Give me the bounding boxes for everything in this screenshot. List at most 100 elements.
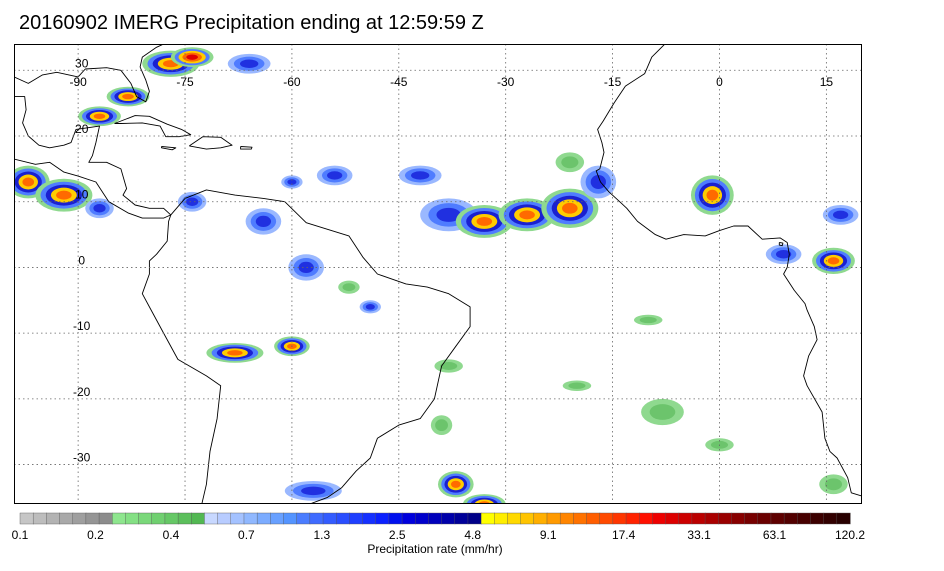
colorbar-swatch xyxy=(744,512,759,525)
colorbar-swatch xyxy=(98,512,113,525)
colorbar-swatch xyxy=(810,512,825,525)
colorbar-tick-label: 17.4 xyxy=(612,528,636,542)
colorbar-swatch xyxy=(362,512,377,525)
precip-cell xyxy=(206,343,264,363)
colorbar-swatch xyxy=(59,512,74,525)
colorbar-swatch xyxy=(256,512,271,525)
colorbar-swatch xyxy=(573,512,588,525)
precip-cell xyxy=(819,474,848,495)
precip-cell xyxy=(562,380,592,391)
colorbar-tick-label: 0.2 xyxy=(87,528,104,542)
longitude-label: 15 xyxy=(820,75,834,89)
precip-cell xyxy=(316,165,353,186)
longitude-label: -75 xyxy=(176,75,194,89)
colorbar-swatch xyxy=(441,512,456,525)
precip-cell xyxy=(398,165,442,186)
hispaniola-coastline xyxy=(189,136,233,150)
precip-cell xyxy=(690,175,734,215)
colorbar-swatch xyxy=(415,512,430,525)
colorbar-swatch xyxy=(296,512,311,525)
colorbar-swatch xyxy=(270,512,285,525)
colorbar-swatch xyxy=(704,512,719,525)
colorbar-swatch xyxy=(19,512,34,525)
colorbar-swatch xyxy=(243,512,258,525)
precip-cell xyxy=(227,53,271,74)
colorbar-swatch xyxy=(546,512,561,525)
precip-cell xyxy=(434,359,463,373)
latitude-label: 10 xyxy=(75,188,89,202)
colorbar-swatch xyxy=(32,512,47,525)
precip-cell xyxy=(455,205,513,238)
colorbar-swatch xyxy=(138,512,153,525)
precip-cell xyxy=(498,198,556,232)
longitude-label: -45 xyxy=(390,75,408,89)
latitude-label: 30 xyxy=(75,56,89,70)
colorbar-swatch xyxy=(559,512,574,525)
precip-cell xyxy=(78,106,121,127)
colorbar-swatch xyxy=(375,512,390,525)
longitude-label: -15 xyxy=(604,75,622,89)
colorbar-swatch xyxy=(533,512,548,525)
precip-cell xyxy=(338,280,360,294)
colorbar-swatch xyxy=(177,512,192,525)
gulf-coast-coastline xyxy=(14,44,165,103)
precip-cell xyxy=(177,191,207,212)
precip-cell xyxy=(812,247,855,274)
colorbar-swatch xyxy=(454,512,469,525)
puerto-rico-coastline xyxy=(240,146,253,150)
colorbar-swatch xyxy=(112,512,126,525)
colorbar-tick-label: 33.1 xyxy=(687,528,711,542)
precip-cell xyxy=(245,208,282,235)
colorbar-swatch xyxy=(46,512,61,525)
colorbar-swatch xyxy=(652,512,667,525)
colorbar-swatch xyxy=(797,512,812,525)
colorbar-swatch xyxy=(586,512,601,525)
precip-cell xyxy=(438,471,474,498)
colorbar-swatch xyxy=(678,512,693,525)
longitude-label: -90 xyxy=(69,75,87,89)
precip-cell xyxy=(284,481,342,501)
latitude-label: -10 xyxy=(73,319,91,333)
precip-cell xyxy=(359,300,381,314)
precip-cell xyxy=(170,47,214,67)
precip-cell xyxy=(765,244,802,265)
jamaica-coastline xyxy=(161,146,177,151)
map-title: 20160902 IMERG Precipitation ending at 1… xyxy=(19,12,484,34)
colorbar-swatch xyxy=(335,512,350,525)
colorbar-swatch xyxy=(770,512,785,525)
latitude-label: 20 xyxy=(75,122,89,136)
colorbar-swatch xyxy=(783,512,798,525)
colorbar-swatch xyxy=(283,512,298,525)
colorbar-swatch xyxy=(401,512,416,525)
north-america-coastline xyxy=(14,96,172,219)
precipitation-map: -90 -75 -60 -45 -30 -15 0 15 30 20 10 0 -10 -20 -30 xyxy=(14,44,862,504)
precip-cell xyxy=(633,314,663,326)
precip-cell xyxy=(281,175,303,189)
colorbar-swatch xyxy=(217,512,232,525)
colorbar-swatch xyxy=(191,512,206,525)
colorbar-swatch xyxy=(625,512,640,525)
latitude-label: -20 xyxy=(73,385,91,399)
latitude-label: -30 xyxy=(73,451,91,465)
colorbar-tick-label: 1.3 xyxy=(313,528,330,542)
colorbar: 0.1 0.2 0.4 0.7 1.3 2.5 4.8 9.1 17.4 33.1 63.1 120.… xyxy=(12,512,865,542)
precip-cell xyxy=(462,494,506,504)
precip-cell xyxy=(106,86,150,107)
precip-cell xyxy=(541,188,599,229)
colorbar-swatch xyxy=(691,512,706,525)
colorbar-tick-label: 63.1 xyxy=(763,528,787,542)
colorbar-tick-label: 9.1 xyxy=(540,528,557,542)
colorbar-tick-label: 0.4 xyxy=(163,528,180,542)
colorbar-swatch xyxy=(322,512,337,525)
colorbar-swatch xyxy=(230,512,245,525)
colorbar-swatch xyxy=(639,512,653,525)
latitude-label: 0 xyxy=(78,253,85,267)
colorbar-swatch xyxy=(164,512,179,525)
colorbar-swatch xyxy=(204,512,219,525)
colorbar-swatch xyxy=(125,512,140,525)
colorbar-swatch xyxy=(494,512,509,525)
colorbar-swatch xyxy=(665,512,680,525)
colorbar-label: Precipitation rate (mm/hr) xyxy=(367,542,503,556)
colorbar-swatch xyxy=(718,512,733,525)
map-frame xyxy=(14,44,862,504)
